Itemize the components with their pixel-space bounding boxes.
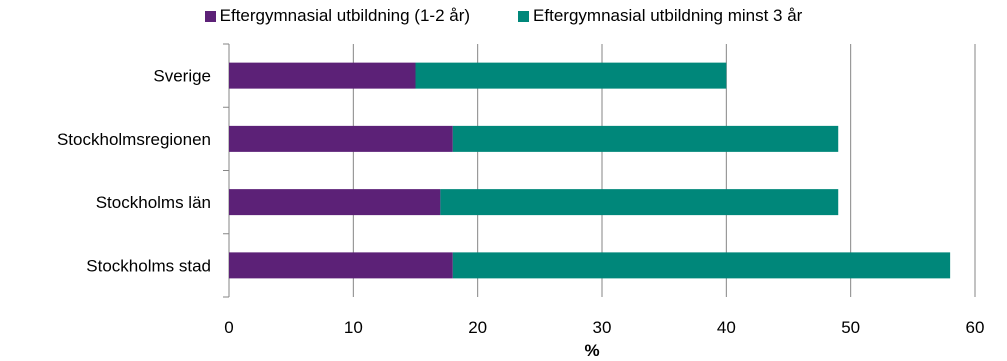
legend-item-series-1: Eftergymnasial utbildning (1-2 år) bbox=[204, 6, 471, 26]
bar-2-0 bbox=[415, 62, 727, 89]
bar-1-3 bbox=[229, 252, 453, 279]
legend-swatch-series-2 bbox=[518, 10, 530, 22]
x-tick-label-4: 40 bbox=[717, 318, 736, 337]
x-tick-label-2: 20 bbox=[468, 318, 487, 337]
bar-2-1 bbox=[452, 125, 839, 152]
legend-label-series-2: Eftergymnasial utbildning minst 3 år bbox=[533, 6, 803, 25]
x-tick-label-6: 60 bbox=[966, 318, 985, 337]
legend-swatch-series-1 bbox=[204, 10, 216, 22]
bar-1-1 bbox=[229, 125, 453, 152]
legend-label-series-1: Eftergymnasial utbildning (1-2 år) bbox=[219, 6, 471, 25]
category-label-1: Stockholmsregionen bbox=[57, 130, 211, 149]
legend-item-series-2: Eftergymnasial utbildning minst 3 år bbox=[518, 6, 802, 26]
x-axis-label: % bbox=[584, 341, 599, 360]
chart-legend: Eftergymnasial utbildning (1-2 år) Efter… bbox=[0, 6, 1007, 26]
category-label-3: Stockholms stad bbox=[86, 256, 211, 275]
x-tick-label-1: 10 bbox=[344, 318, 363, 337]
x-tick-label-0: 0 bbox=[224, 318, 233, 337]
x-tick-label-5: 50 bbox=[841, 318, 860, 337]
category-label-0: Sverige bbox=[153, 67, 211, 86]
bar-1-2 bbox=[229, 189, 441, 216]
bar-1-0 bbox=[229, 62, 416, 89]
bar-2-2 bbox=[440, 189, 839, 216]
x-tick-label-3: 30 bbox=[593, 318, 612, 337]
bar-2-3 bbox=[452, 252, 951, 279]
category-label-2: Stockholms län bbox=[96, 193, 211, 212]
